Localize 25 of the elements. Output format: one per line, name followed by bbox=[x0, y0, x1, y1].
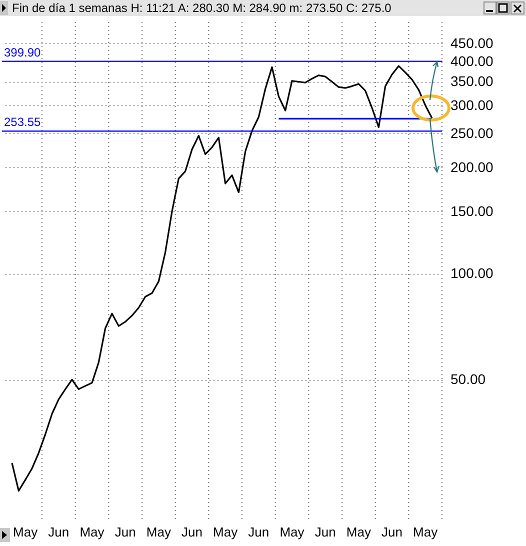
x-tick-label: Jun bbox=[114, 524, 136, 540]
y-tick-label: 400.00 bbox=[450, 52, 494, 69]
x-tick-label: May bbox=[413, 524, 438, 540]
x-tick-label: May bbox=[280, 524, 305, 540]
ref-line-label: 253.55 bbox=[4, 115, 42, 130]
x-tick-label: May bbox=[80, 524, 105, 540]
y-tick-label: 100.00 bbox=[450, 265, 494, 282]
x-tick-label: Jun bbox=[382, 524, 402, 540]
y-tick-label: 150.00 bbox=[450, 202, 494, 219]
x-tick-label: May bbox=[213, 524, 238, 540]
x-tick-label: Jun bbox=[182, 524, 202, 540]
x-tick-label: Jun bbox=[314, 524, 336, 540]
x-tick-label: May bbox=[13, 524, 38, 540]
y-tick-label: 350.00 bbox=[450, 73, 494, 90]
y-tick-label: 300.00 bbox=[450, 96, 494, 113]
x-tick-label: May bbox=[346, 524, 372, 540]
x-tick-label: Jun bbox=[48, 524, 70, 540]
ref-line-label: 399.90 bbox=[4, 45, 42, 60]
x-tick-label: Jun bbox=[248, 524, 270, 540]
x-tick-label: May bbox=[146, 524, 172, 540]
y-tick-label: 50.00 bbox=[450, 371, 486, 388]
y-tick-label: 250.00 bbox=[450, 124, 494, 141]
y-tick-label: 200.00 bbox=[450, 158, 494, 175]
y-tick-label: 450.00 bbox=[450, 34, 494, 51]
chart-title: Fin de día 1 semanas H: 11:21 A: 280.30 M: 284.90 m: 273.50 C: 275.0 bbox=[12, 0, 392, 16]
